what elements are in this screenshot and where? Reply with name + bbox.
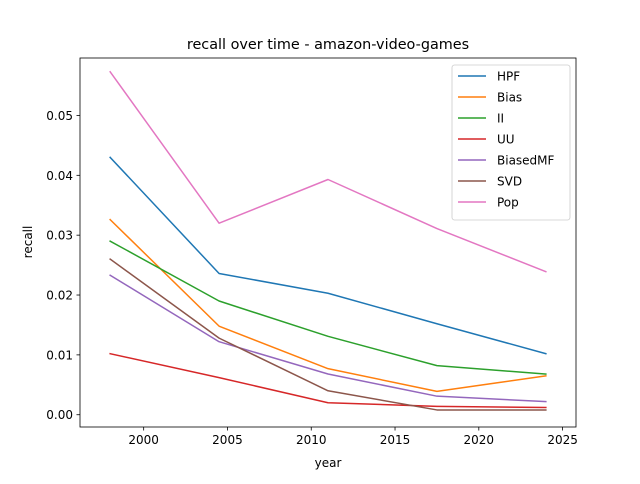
- chart-title: recall over time - amazon-video-games: [187, 37, 469, 53]
- y-tick-label: 0.00: [46, 408, 73, 422]
- series-line-uu: [109, 352, 547, 409]
- legend-label: SVD: [497, 175, 522, 189]
- y-axis-label: recall: [21, 226, 35, 259]
- legend-label: BiasedMF: [497, 154, 555, 168]
- y-tick-label: 0.01: [46, 348, 73, 362]
- series-line-ii: [109, 240, 547, 375]
- y-axis-ticks: 0.00 0.01 0.02 0.03 0.04 0.05: [46, 109, 80, 422]
- x-tick-label: 2025: [547, 433, 578, 447]
- x-tick-label: 2000: [128, 433, 159, 447]
- x-tick-label: 2020: [464, 433, 495, 447]
- x-tick-label: 2010: [296, 433, 327, 447]
- series-line-bias: [109, 218, 547, 393]
- x-axis-label: year: [315, 456, 342, 470]
- x-axis-ticks: 2000 2005 2010 2015 2020 2025: [128, 427, 578, 447]
- legend-label: II: [497, 112, 504, 126]
- series-line-svd: [109, 258, 547, 411]
- y-tick-label: 0.02: [46, 289, 73, 303]
- y-tick-label: 0.03: [46, 229, 73, 243]
- legend: HPF Bias II UU BiasedMF SVD Pop: [451, 64, 571, 221]
- x-tick-label: 2015: [380, 433, 411, 447]
- legend-label: Pop: [497, 196, 519, 210]
- y-tick-label: 0.05: [46, 109, 73, 123]
- series-line-pop: [109, 70, 547, 273]
- series-lines: [109, 70, 547, 411]
- series-line-hpf: [109, 156, 547, 355]
- legend-label: UU: [497, 133, 515, 147]
- plot-frame: [79, 57, 577, 428]
- legend-label: Bias: [497, 91, 522, 105]
- legend-label: HPF: [497, 70, 520, 84]
- x-tick-label: 2005: [212, 433, 243, 447]
- y-tick-label: 0.04: [46, 169, 73, 183]
- series-line-biasedmf: [109, 274, 547, 403]
